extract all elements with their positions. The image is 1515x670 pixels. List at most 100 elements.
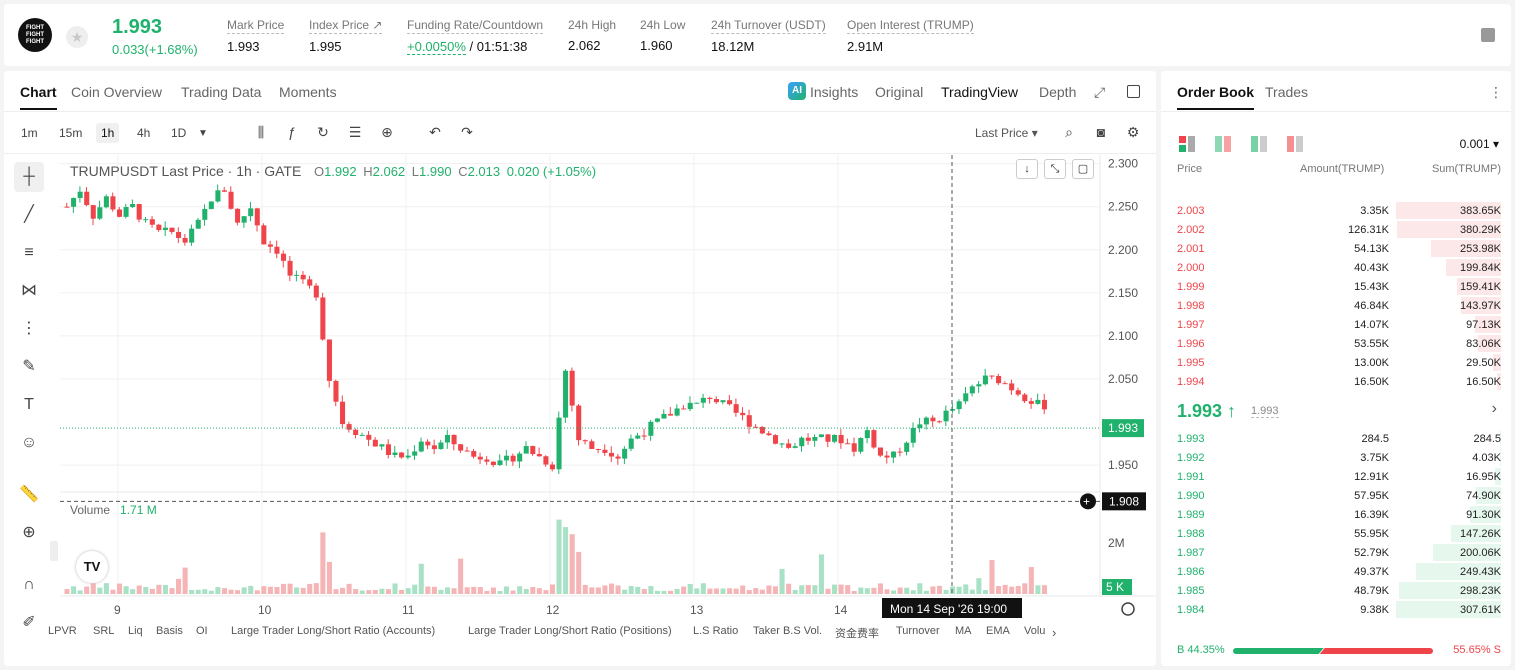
maximize-icon[interactable]: ▢ [1072,159,1094,179]
bid-row[interactable]: 1.986 49.37K 249.43K [1161,562,1511,581]
undo-icon[interactable]: ↶ [429,124,441,140]
tab-trading-data[interactable]: Trading Data [181,84,262,100]
book-icon[interactable] [1481,28,1495,42]
text-tool-icon[interactable]: T [24,396,34,413]
indicator-basis[interactable]: Basis [156,625,183,637]
ruler-icon[interactable]: 📏 [19,486,39,503]
timeframe-dropdown-icon[interactable]: ▼ [198,128,208,139]
add-alert-icon[interactable]: ⊕ [381,124,393,140]
indicator-ls-positions[interactable]: Large Trader Long/Short Ratio (Positions… [468,625,672,637]
fib-icon[interactable]: ⋮ [21,320,37,337]
indicator-oi[interactable]: OI [196,625,208,637]
bid-row[interactable]: 1.984 9.38K 307.61K [1161,600,1511,619]
tab-chart[interactable]: Chart [20,84,57,110]
brush-icon[interactable]: ✎ [22,358,36,375]
tab-depth[interactable]: Depth [1039,84,1077,100]
indicator-ma[interactable]: MA [955,625,972,637]
indicator-liq[interactable]: Liq [128,625,143,637]
tab-original[interactable]: Original [875,84,924,100]
sell-ratio: 55.65% S [1453,644,1501,656]
price-type-select[interactable]: Last Price ▾ [975,126,1038,140]
timeframe-1d[interactable]: 1D [171,126,187,140]
zoom-in-icon[interactable]: ⊕ [22,524,36,541]
bid-row[interactable]: 1.993 284.5 284.5 [1161,429,1511,448]
ask-row[interactable]: 1.994 16.50K 16.50K [1161,372,1511,391]
tab-tradingview[interactable]: TradingView [941,84,1019,100]
magnet-icon[interactable]: ∩ [23,576,35,593]
indicators-icon[interactable]: ƒ [288,124,296,140]
gear-icon[interactable]: ⚙ [1126,124,1140,140]
tab-order-book[interactable]: Order Book [1177,84,1255,110]
view-split-icon[interactable] [1215,136,1231,152]
indicator-taker-vol[interactable]: Taker B.S Vol. [753,625,823,637]
search-icon[interactable]: ⌕ [1065,124,1073,140]
bid-row[interactable]: 1.985 48.79K 298.23K [1161,581,1511,600]
bid-row[interactable]: 1.991 12.91K 16.95K [1161,467,1511,486]
timeframe-15m[interactable]: 15m [59,126,83,140]
emoji-icon[interactable]: ☺ [20,434,38,451]
ask-row[interactable]: 1.998 46.84K 143.97K [1161,296,1511,315]
ask-row[interactable]: 2.003 3.35K 383.65K [1161,201,1511,220]
ask-row[interactable]: 1.999 15.43K 159.41K [1161,277,1511,296]
ask-row[interactable]: 1.996 53.55K 83.06K [1161,334,1511,353]
view-bids-icon[interactable] [1251,136,1267,152]
arrow-down-icon[interactable]: ↓ [1016,159,1038,179]
indicator-ls-accounts[interactable]: Large Trader Long/Short Ratio (Accounts) [231,625,436,637]
tradingview-logo[interactable]: TV [76,551,108,583]
view-both-icon[interactable] [1179,136,1195,152]
bid-row[interactable]: 1.987 52.79K 200.06K [1161,543,1511,562]
indicator-volume[interactable]: Volu [1024,625,1046,637]
favorite-star-icon[interactable]: ★ [66,26,88,48]
timeframe-1h[interactable]: 1h [96,123,120,143]
candle-body [792,446,798,448]
timeframe-1m[interactable]: 1m [21,126,38,140]
stat-label[interactable]: Funding Rate/Countdown [407,18,544,34]
chevron-right-icon[interactable]: › [1491,400,1497,417]
volume-bar [969,589,975,594]
candle-body [294,274,300,276]
indicator-lpvr[interactable]: LPVR [48,625,77,637]
indicator-funding[interactable]: 资金费率 [835,628,879,640]
bid-row[interactable]: 1.990 57.95K 74.90K [1161,486,1511,505]
camera-icon[interactable]: ◙ [1096,124,1106,140]
timeframe-4h[interactable]: 4h [137,126,151,140]
pattern-icon[interactable]: ⋈ [21,282,37,299]
stat-label[interactable]: Index Price ↗ [309,18,383,34]
ask-row[interactable]: 2.001 54.13K 253.98K [1161,239,1511,258]
crosshair-icon[interactable]: ┼ [14,162,44,192]
more-icon[interactable]: ⋮ [1489,84,1503,100]
bid-row[interactable]: 1.992 3.75K 4.03K [1161,448,1511,467]
indicator-ema[interactable]: EMA [986,625,1010,637]
ask-row[interactable]: 1.995 13.00K 29.50K [1161,353,1511,372]
redo-icon[interactable]: ↷ [461,124,473,140]
bid-row[interactable]: 1.988 55.95K 147.26K [1161,524,1511,543]
precision-select[interactable]: 0.001 ▾ [1459,137,1499,151]
stat-label[interactable]: Mark Price [227,18,285,34]
candle-type-icon[interactable]: ⫼ [257,124,265,140]
price-chart[interactable]: 2.300 2.250 2.200 2.150 2.100 2.050 1.950 9 10 11… [4,71,1156,666]
fullscreen-icon[interactable]: ⤢ [1094,84,1106,100]
ask-row[interactable]: 2.000 40.43K 199.84K [1161,258,1511,277]
indicator-srl[interactable]: SRL [93,625,115,637]
chevron-right-icon[interactable]: › [1052,625,1057,640]
indicator-ls-ratio[interactable]: L.S Ratio [693,625,739,637]
bid-row[interactable]: 1.989 16.39K 91.30K [1161,505,1511,524]
ask-row[interactable]: 2.002 126.31K 380.29K [1161,220,1511,239]
templates-icon[interactable]: ☰ [348,124,362,140]
horizontal-lines-icon[interactable]: ≡ [24,244,34,261]
replay-icon[interactable]: ↻ [317,124,329,140]
draw-lock-icon[interactable]: ✐ [22,614,36,631]
window-icon[interactable] [1127,85,1140,98]
trendline-icon[interactable]: ╱ [24,206,34,223]
ask-row[interactable]: 1.997 14.07K 97.13K [1161,315,1511,334]
tab-insights[interactable]: Insights [810,84,859,100]
tab-moments[interactable]: Moments [279,84,337,100]
view-asks-icon[interactable] [1287,136,1303,152]
collapse-icon[interactable]: ⤡ [1044,159,1066,179]
tab-coin-overview[interactable]: Coin Overview [71,84,163,100]
volume-bar [713,588,719,594]
candle-body [385,444,391,456]
tab-trades[interactable]: Trades [1265,84,1309,100]
indicator-turnover[interactable]: Turnover [896,625,940,637]
volume-bar [280,583,287,594]
